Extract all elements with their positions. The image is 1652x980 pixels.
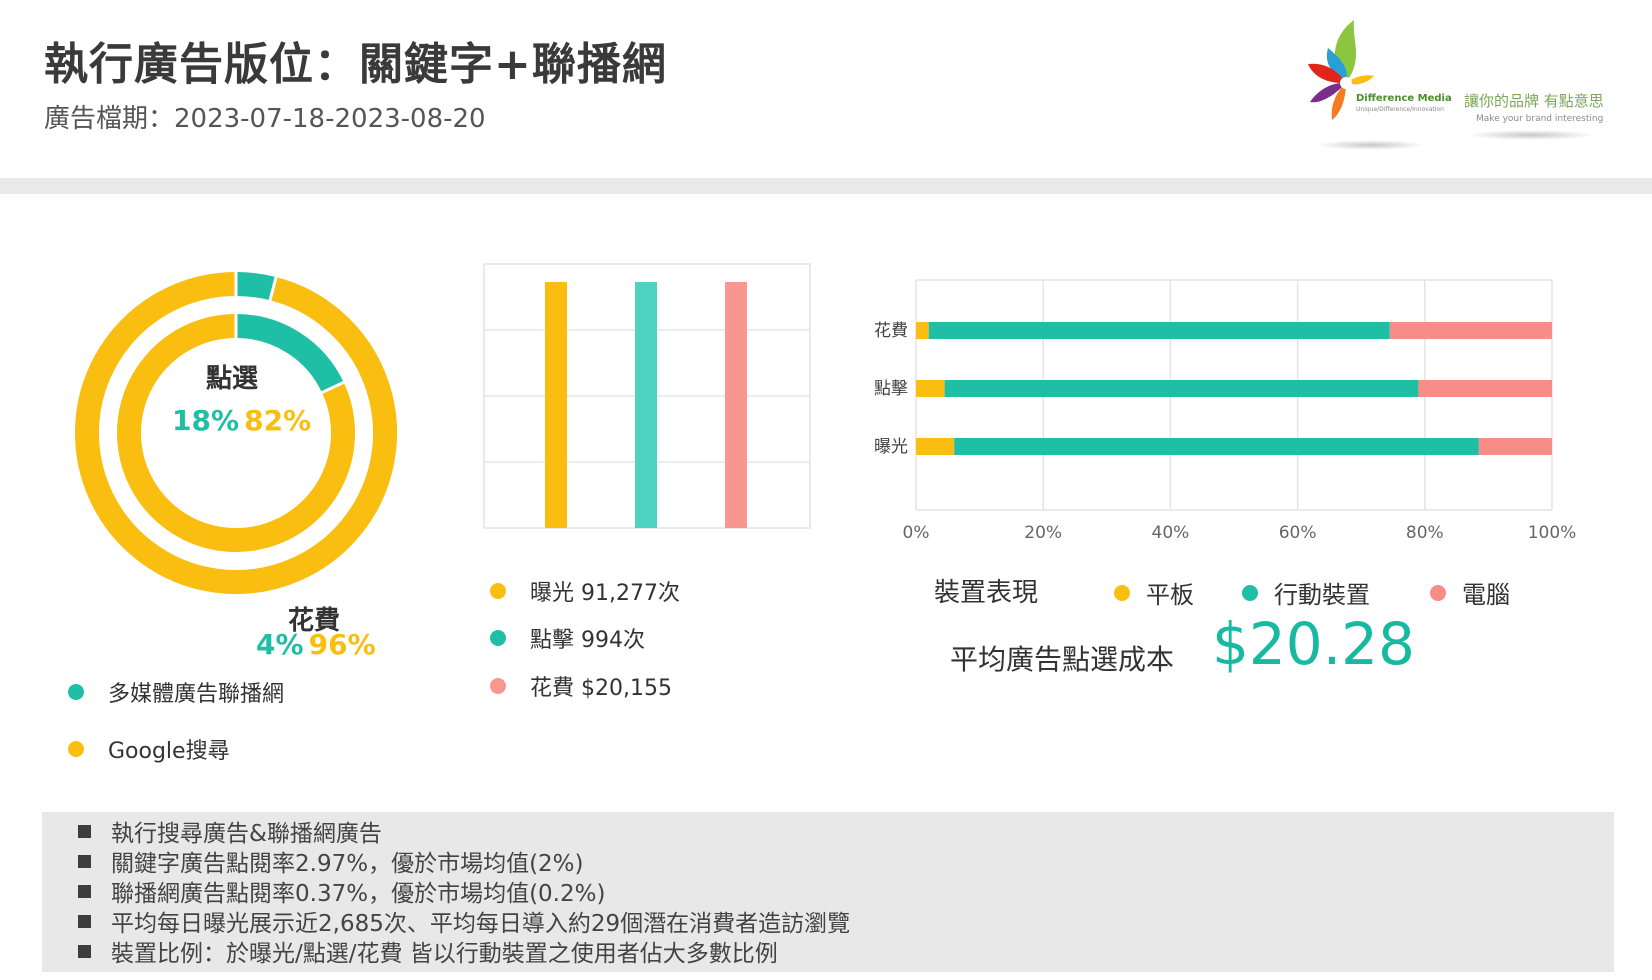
- device-dot-mobile: [1242, 584, 1258, 601]
- x-tick-label: 100%: [1528, 523, 1577, 543]
- device-bar-seg-2-1: [1418, 380, 1552, 397]
- donut-outer-pct-google: 96%: [308, 628, 376, 661]
- metric-item-spend: 花費 $20,155: [490, 670, 672, 702]
- metric-label-impressions: 曝光 91,277次: [530, 581, 680, 606]
- x-tick-label: 20%: [1024, 523, 1062, 543]
- legend-dot-google: [68, 741, 84, 757]
- note-item: 執行搜尋廣告&聯播網廣告: [42, 816, 1614, 847]
- donut-inner-values: 18% 82%: [172, 404, 311, 437]
- note-text: 聯播網廣告點閱率0.37%，優於市場均值(0.2%): [111, 881, 606, 907]
- device-bar-seg-2-2: [1478, 438, 1552, 455]
- metric-bar-0: [545, 282, 567, 528]
- note-item: 裝置比例：於曝光/點選/花費 皆以行動裝置之使用者佔大多數比例: [42, 936, 1614, 967]
- bullet-square-icon: [78, 914, 91, 928]
- bullet-square-icon: [78, 824, 91, 838]
- x-tick-label: 60%: [1279, 523, 1317, 543]
- metric-item-impressions: 曝光 91,277次: [490, 575, 680, 607]
- metric-bar-1: [635, 282, 657, 528]
- donut-inner-slice-1: [117, 314, 355, 552]
- device-legend-label-desktop: 電腦: [1462, 581, 1510, 609]
- device-legend-mobile: 行動裝置: [1242, 575, 1370, 610]
- avg-cpc-label: 平均廣告點選成本: [950, 643, 1175, 676]
- donut-legend-label-network: 多媒體廣告聯播網: [108, 682, 285, 707]
- donut-outer-slice-1: [75, 272, 397, 594]
- device-legend-desktop: 電腦: [1430, 575, 1510, 610]
- note-item: 關鍵字廣告點閱率2.97%，優於市場均值(2%): [42, 846, 1614, 877]
- device-bar-seg-0-1: [916, 380, 945, 397]
- category-label: 曝光: [874, 437, 908, 457]
- metric-dot-clicks: [490, 630, 506, 646]
- donut-slice-separator: [320, 380, 346, 395]
- device-bar-seg-0-2: [916, 438, 955, 455]
- device-title: 裝置表現: [934, 578, 1039, 608]
- donut-outer-pct-network: 4%: [256, 628, 304, 661]
- note-item: 聯播網廣告點閱率0.37%，優於市場均值(0.2%): [42, 876, 1614, 907]
- x-tick-label: 0%: [903, 523, 930, 543]
- device-bar-seg-0-0: [916, 322, 929, 339]
- brand-slogan: 讓你的品牌 有點意思: [1464, 92, 1604, 110]
- note-text: 關鍵字廣告點閱率2.97%，優於市場均值(2%): [111, 851, 584, 877]
- metric-bar-2: [725, 282, 747, 528]
- category-label: 點擊: [874, 379, 908, 399]
- donut-outer-label: 花費: [288, 606, 341, 636]
- metrics-bar-chart: [483, 263, 811, 529]
- metric-label-spend: 花費 $20,155: [530, 676, 672, 701]
- device-bar-seg-1-2: [954, 438, 1479, 455]
- donut-outer-values: 4% 96%: [256, 628, 376, 661]
- donut-legend-label-google: Google搜尋: [108, 739, 230, 764]
- device-dot-desktop: [1430, 584, 1446, 601]
- donut-inner-slice-0: [235, 314, 344, 393]
- metric-dot-spend: [490, 678, 506, 694]
- click-spend-donut-chart: [75, 271, 397, 594]
- device-legend-label-mobile: 行動裝置: [1274, 581, 1370, 609]
- donut-inner-pct-network: 18%: [172, 404, 240, 437]
- brand-logo-area: Difference Media Unique/Difference/Innov…: [1296, 18, 1636, 168]
- brand-slogan-en: Make your brand interesting: [1476, 114, 1604, 124]
- legend-dot-network: [68, 684, 84, 700]
- category-label: 花費: [874, 321, 908, 341]
- note-text: 平均每日曝光展示近2,685次、平均每日導入約29個潛在消費者造訪瀏覽: [111, 911, 851, 937]
- page-title: 執行廣告版位：關鍵字+聯播網: [44, 39, 667, 90]
- donut-outer-slice-0: [235, 272, 277, 301]
- bullet-square-icon: [78, 854, 91, 868]
- metric-dot-impressions: [490, 583, 506, 599]
- device-legend-tablet: 平板: [1114, 575, 1194, 610]
- device-bar-seg-1-0: [928, 322, 1390, 339]
- x-tick-label: 40%: [1152, 523, 1190, 543]
- donut-inner-pct-google: 82%: [244, 404, 312, 437]
- note-text: 執行搜尋廣告&聯播網廣告: [111, 821, 382, 847]
- device-bar-seg-2-0: [1389, 322, 1552, 339]
- difference-media-logo-icon: [1308, 20, 1374, 120]
- campaign-period: 廣告檔期：2023-07-18-2023-08-20: [44, 104, 486, 134]
- x-tick-label: 80%: [1406, 523, 1444, 543]
- donut-inner-label: 點選: [206, 364, 259, 394]
- avg-cpc-value: $20.28: [1212, 610, 1415, 678]
- donut-legend-network: 多媒體廣告聯播網: [68, 676, 284, 708]
- donut-legend-google: Google搜尋: [68, 733, 230, 765]
- device-dot-tablet: [1114, 584, 1130, 601]
- brand-name: Difference Media: [1356, 93, 1452, 104]
- slogan-shadow: [1466, 130, 1596, 140]
- bullet-square-icon: [78, 884, 91, 898]
- note-item: 平均每日曝光展示近2,685次、平均每日導入約29個潛在消費者造訪瀏覽: [42, 906, 1614, 937]
- device-bar-seg-1-1: [944, 380, 1419, 397]
- donut-slice-separator: [268, 275, 278, 302]
- bullet-square-icon: [78, 944, 91, 958]
- summary-notes: 執行搜尋廣告&聯播網廣告 關鍵字廣告點閱率2.97%，優於市場均值(2%) 聯播…: [42, 812, 1614, 972]
- note-text: 裝置比例：於曝光/點選/花費 皆以行動裝置之使用者佔大多數比例: [111, 941, 778, 967]
- logo-shadow: [1316, 140, 1426, 150]
- header-divider: [0, 178, 1652, 194]
- metric-label-clicks: 點擊 994次: [530, 628, 645, 653]
- metric-item-clicks: 點擊 994次: [490, 622, 645, 654]
- brand-tagline: Unique/Difference/Innovation: [1356, 106, 1444, 113]
- device-legend-label-tablet: 平板: [1146, 581, 1194, 609]
